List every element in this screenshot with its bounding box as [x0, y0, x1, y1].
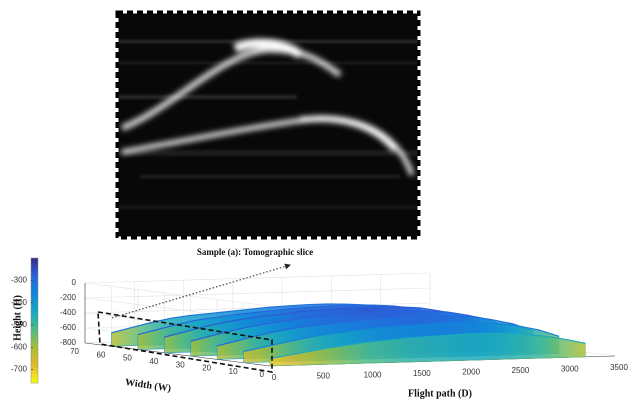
grid-line — [85, 283, 270, 306]
x-tick-label: 2500 — [512, 366, 530, 375]
y-tick-label: 20 — [202, 364, 211, 373]
z-axis-label: Height (H) — [12, 295, 23, 341]
x-tick-label: 3000 — [561, 365, 579, 374]
figure: Sample (a): Tomographic slice -700-600-5… — [0, 0, 631, 401]
colorbar-tick-label: -300 — [11, 275, 28, 284]
z-tick-label: -400 — [60, 308, 77, 317]
colorbar — [31, 258, 38, 383]
colorbar-tick-label: -700 — [11, 365, 28, 374]
tomographic-slice — [117, 12, 419, 238]
caption: Sample (a): Tomographic slice — [197, 247, 313, 257]
z-tick-label: -800 — [60, 338, 77, 347]
z-tick-label: -600 — [60, 323, 77, 332]
x-tick-label: 3500 — [610, 363, 628, 372]
y-tick-label: 70 — [70, 347, 79, 356]
y-tick-label: 50 — [123, 354, 132, 363]
x-tick-label: 0 — [272, 373, 277, 382]
x-tick-label: 2000 — [462, 367, 480, 376]
z-tick-label: -200 — [60, 293, 77, 302]
x-tick-label: 500 — [317, 372, 331, 381]
x-tick-label: 1000 — [364, 370, 382, 379]
y-tick-label: 10 — [229, 367, 238, 376]
x-tick-label: 1500 — [413, 369, 431, 378]
y-tick-label: 40 — [149, 357, 158, 366]
y-tick-label: 30 — [176, 360, 185, 369]
page: Sample (a): Tomographic slice -700-600-5… — [0, 0, 631, 401]
x-axis-label: Flight path (D) — [408, 388, 472, 399]
z-tick-label: 0 — [72, 278, 77, 287]
colorbar-tick-label: -600 — [11, 342, 28, 351]
y-tick-label: 60 — [97, 350, 106, 359]
y-axis-label: Width (W) — [124, 377, 171, 394]
